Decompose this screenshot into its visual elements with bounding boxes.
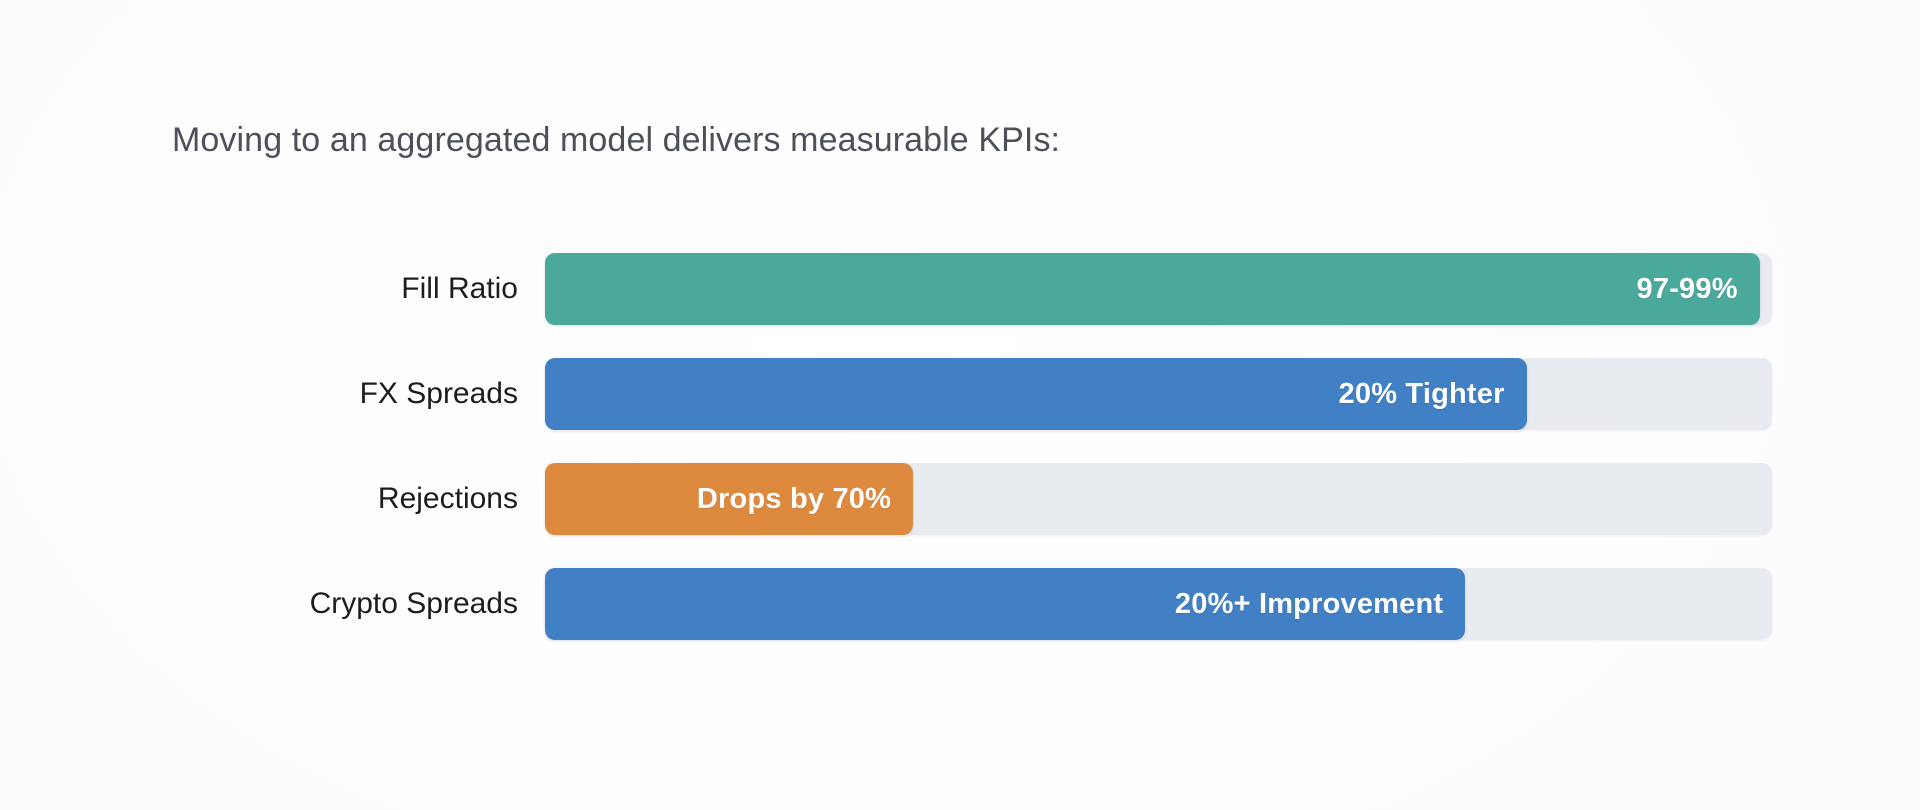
kpi-row-fx-spreads: FX Spreads 20% Tighter <box>0 358 1920 430</box>
kpi-bar-fill: Drops by 70% <box>545 463 914 535</box>
kpi-bar-fill: 97-99% <box>545 253 1760 325</box>
kpi-track: 97-99% <box>545 253 1772 325</box>
kpi-category-label: FX Spreads <box>359 377 518 410</box>
kpi-value-label: 97-99% <box>1636 273 1738 305</box>
kpi-bar-fill: 20%+ Improvement <box>545 568 1466 640</box>
kpi-value-label: 20%+ Improvement <box>1174 588 1444 620</box>
kpi-bar-chart: Fill Ratio 97-99% FX Spreads 20% Tighter… <box>0 253 1920 640</box>
kpi-row-rejections: Rejections Drops by 70% <box>0 463 1920 535</box>
kpi-value-label: Drops by 70% <box>696 483 892 515</box>
kpi-track: Drops by 70% <box>545 463 1772 535</box>
kpi-bar-fill: 20% Tighter <box>545 358 1527 430</box>
kpi-track: 20%+ Improvement <box>545 568 1772 640</box>
kpi-category-label: Rejections <box>377 482 518 515</box>
kpi-category-label: Fill Ratio <box>401 272 518 305</box>
kpi-track: 20% Tighter <box>545 358 1772 430</box>
kpi-row-fill-ratio: Fill Ratio 97-99% <box>0 253 1920 325</box>
kpi-row-crypto-spreads: Crypto Spreads 20%+ Improvement <box>0 568 1920 640</box>
page-title: Moving to an aggregated model delivers m… <box>172 121 1061 159</box>
kpi-value-label: 20% Tighter <box>1338 378 1505 410</box>
kpi-category-label: Crypto Spreads <box>309 587 518 620</box>
